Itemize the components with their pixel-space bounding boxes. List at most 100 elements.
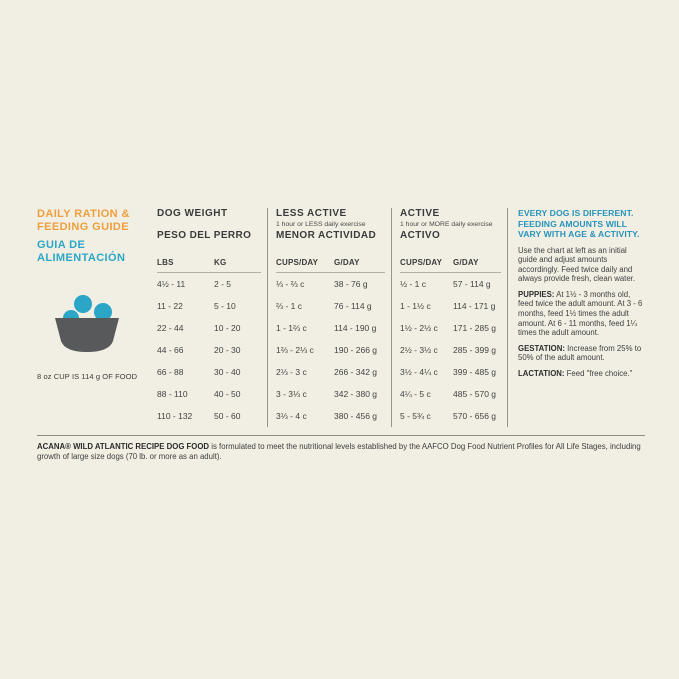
- table-row: 4¼ - 5 c 485 - 570 g: [400, 383, 501, 405]
- cups-value: 1⅔ - 2⅓ c: [276, 345, 314, 355]
- kg-value: 2 - 5: [214, 279, 232, 289]
- cups-value: 5 - 5¾ c: [400, 411, 431, 421]
- cups-value: ⅔ - 1 c: [276, 301, 302, 311]
- grams-column-header: G/DAY: [334, 258, 360, 267]
- lbs-value: 44 - 66: [157, 345, 184, 355]
- cups-value: ½ - 1 c: [400, 279, 426, 289]
- kg-value: 20 - 30: [214, 345, 241, 355]
- gestation-label: GESTATION:: [518, 343, 565, 353]
- less-active-title-en: LESS ACTIVE: [276, 208, 347, 219]
- table-row: ½ - 1 c 57 - 114 g: [400, 273, 501, 295]
- guide-title-en: DAILY RATION & FEEDING GUIDE: [37, 208, 130, 233]
- lbs-value: 22 - 44: [157, 323, 184, 333]
- table-row: 1 - 1½ c 114 - 171 g: [400, 295, 501, 317]
- table-row: 1⅔ - 2⅓ c 190 - 266 g: [276, 339, 385, 361]
- kg-value: 40 - 50: [214, 389, 241, 399]
- table-row: ⅓ - ⅔ c 38 - 76 g: [276, 273, 385, 295]
- advice-gestation: GESTATION: Increase from 25% to 50% of t…: [518, 344, 645, 363]
- aafco-statement-text: is formulated to meet the nutritional le…: [37, 442, 641, 461]
- active-subheaders: CUPS/DAY G/DAY: [400, 258, 501, 273]
- weight-title-es: PESO DEL PERRO: [157, 230, 252, 241]
- grams-value: 38 - 76 g: [334, 279, 368, 289]
- food-bowl-icon: [51, 291, 143, 360]
- grams-value: 380 - 456 g: [334, 411, 378, 421]
- grams-value: 171 - 285 g: [453, 323, 497, 333]
- feeding-guide-panel: DAILY RATION & FEEDING GUIDE GUIA DE ALI…: [37, 208, 645, 462]
- feeding-guide-main: DAILY RATION & FEEDING GUIDE GUIA DE ALI…: [37, 208, 645, 427]
- grams-value: 342 - 380 g: [334, 389, 378, 399]
- table-row: 22 - 44 10 - 20: [157, 317, 261, 339]
- grams-value: 570 - 656 g: [453, 411, 497, 421]
- table-row: 11 - 22 5 - 10: [157, 295, 261, 317]
- advice-heading: EVERY DOG IS DIFFERENT. FEEDING AMOUNTS …: [518, 208, 640, 239]
- table-row: 44 - 66 20 - 30: [157, 339, 261, 361]
- table-row: ⅔ - 1 c 76 - 114 g: [276, 295, 385, 317]
- lbs-value: 66 - 88: [157, 367, 184, 377]
- grams-value: 57 - 114 g: [453, 279, 491, 289]
- grams-column-header: G/DAY: [453, 258, 479, 267]
- table-row: 66 - 88 30 - 40: [157, 361, 261, 383]
- cups-value: 1 - 1⅔ c: [276, 323, 307, 333]
- active-title-es: ACTIVO: [400, 230, 441, 241]
- active-column-group: ACTIVE 1 hour or MORE daily exercise ACT…: [391, 208, 507, 427]
- grams-value: 114 - 171 g: [453, 301, 496, 311]
- less-active-header: LESS ACTIVE 1 hour or LESS daily exercis…: [276, 208, 385, 258]
- grams-value: 285 - 399 g: [453, 345, 497, 355]
- less-active-subtitle: 1 hour or LESS daily exercise: [276, 221, 366, 228]
- lbs-value: 4½ - 11: [157, 279, 186, 289]
- kg-value: 30 - 40: [214, 367, 241, 377]
- lbs-value: 88 - 110: [157, 389, 188, 399]
- kg-value: 5 - 10: [214, 301, 236, 311]
- cups-value: ⅓ - ⅔ c: [276, 279, 305, 289]
- advice-column: EVERY DOG IS DIFFERENT. FEEDING AMOUNTS …: [507, 208, 645, 427]
- cups-value: 2⅓ - 3 c: [276, 367, 307, 377]
- table-row: 88 - 110 40 - 50: [157, 383, 261, 405]
- aafco-statement-bold: ACANA® WILD ATLANTIC RECIPE DOG FOOD: [37, 442, 210, 451]
- grams-value: 190 - 266 g: [334, 345, 378, 355]
- less-active-column-group: LESS ACTIVE 1 hour or LESS daily exercis…: [267, 208, 391, 427]
- table-row: 2½ - 3½ c 285 - 399 g: [400, 339, 501, 361]
- gestation-text: Increase from 25% to 50% of the adult am…: [518, 343, 642, 363]
- less-active-title-es: MENOR ACTIVIDAD: [276, 230, 377, 241]
- cups-value: 3 - 3⅓ c: [276, 389, 307, 399]
- grams-value: 114 - 190 g: [334, 323, 377, 333]
- puppies-text: At 1½ - 3 months old, feed twice the adu…: [518, 289, 643, 338]
- left-panel: DAILY RATION & FEEDING GUIDE GUIA DE ALI…: [37, 208, 149, 427]
- lbs-value: 110 - 132: [157, 411, 193, 421]
- cups-value: 1½ - 2½ c: [400, 323, 438, 333]
- kg-column-header: KG: [214, 258, 227, 267]
- advice-lactation: LACTATION: Feed "free choice.": [518, 369, 645, 379]
- table-row: 110 - 132 50 - 60: [157, 405, 261, 427]
- advice-intro: Use the chart at left as an initial guid…: [518, 245, 636, 284]
- table-row: 2⅓ - 3 c 266 - 342 g: [276, 361, 385, 383]
- kg-value: 50 - 60: [214, 411, 241, 421]
- table-row: 5 - 5¾ c 570 - 656 g: [400, 405, 501, 427]
- lbs-column-header: LBS: [157, 258, 174, 267]
- active-header: ACTIVE 1 hour or MORE daily exercise ACT…: [400, 208, 501, 258]
- advice-puppies: PUPPIES: At 1½ - 3 months old, feed twic…: [518, 290, 645, 338]
- weight-header: DOG WEIGHT PESO DEL PERRO: [157, 208, 261, 258]
- lactation-text: Feed "free choice.": [564, 369, 633, 379]
- cups-value: 2½ - 3½ c: [400, 345, 438, 355]
- weight-title-en: DOG WEIGHT: [157, 208, 228, 219]
- grams-value: 76 - 114 g: [334, 301, 372, 311]
- weight-column-group: DOG WEIGHT PESO DEL PERRO LBS KG 4½ - 11…: [149, 208, 267, 427]
- cups-value: 3½ - 4¼ c: [400, 367, 438, 377]
- table-row: 3 - 3⅓ c 342 - 380 g: [276, 383, 385, 405]
- lbs-value: 11 - 22: [157, 301, 183, 311]
- aafco-statement: ACANA® WILD ATLANTIC RECIPE DOG FOOD is …: [37, 442, 641, 462]
- table-row: 1½ - 2½ c 171 - 285 g: [400, 317, 501, 339]
- lactation-label: LACTATION:: [518, 369, 565, 379]
- grams-value: 485 - 570 g: [453, 389, 497, 399]
- table-row: 4½ - 11 2 - 5: [157, 273, 261, 295]
- active-subtitle: 1 hour or MORE daily exercise: [400, 221, 493, 228]
- table-row: 3½ - 4¼ c 399 - 485 g: [400, 361, 501, 383]
- weight-subheaders: LBS KG: [157, 258, 261, 273]
- footer-divider: [37, 435, 645, 436]
- table-row: 1 - 1⅔ c 114 - 190 g: [276, 317, 385, 339]
- cup-measure-note: 8 oz CUP IS 114 g OF FOOD: [37, 372, 138, 381]
- active-title-en: ACTIVE: [400, 208, 440, 219]
- cups-value: 1 - 1½ c: [400, 301, 431, 311]
- puppies-label: PUPPIES:: [518, 289, 555, 299]
- cups-value: 3⅓ - 4 c: [276, 411, 307, 421]
